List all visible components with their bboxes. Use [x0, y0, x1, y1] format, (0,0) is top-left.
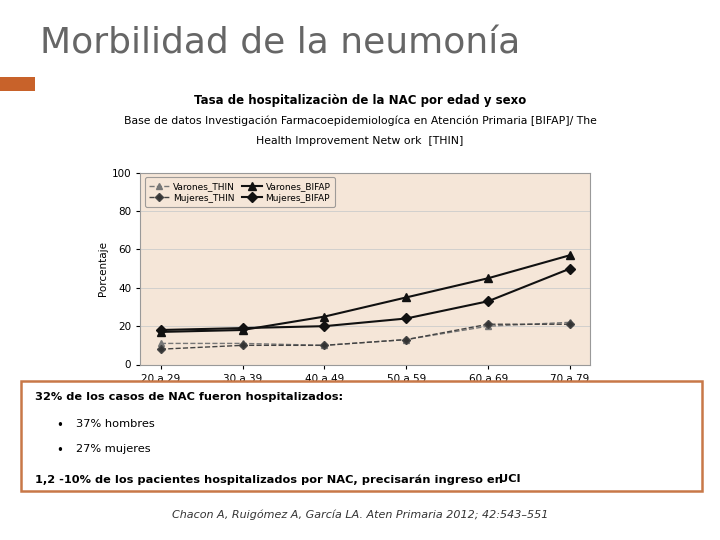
Mujeres_THIN: [156, 346, 165, 353]
Text: Tasa de hospitalizaciòn de la NAC por edad y sexo: Tasa de hospitalizaciòn de la NAC por ed…: [194, 94, 526, 107]
Text: Base de datos Investigación Farmacoepidemiologíca en Atención Primaria [BIFAP]/ : Base de datos Investigación Farmacoepide…: [124, 115, 596, 126]
Mujeres_BIFAP: [566, 265, 575, 272]
Legend: Varones_THIN, Mujeres_THIN, Varones_BIFAP, Mujeres_BIFAP: Varones_THIN, Mujeres_THIN, Varones_BIFA…: [145, 177, 335, 207]
Varones_THIN: [238, 340, 247, 347]
Text: Chacon A, Ruigómez A, García LA. Aten Primaria 2012; 42:543–551: Chacon A, Ruigómez A, García LA. Aten Pr…: [172, 510, 548, 520]
Mujeres_THIN: [320, 342, 329, 349]
Mujeres_THIN: [484, 321, 492, 327]
Varones_BIFAP: [566, 252, 575, 259]
Varones_THIN: [156, 340, 165, 347]
FancyBboxPatch shape: [22, 381, 702, 491]
Text: 37% hombres: 37% hombres: [76, 418, 156, 429]
Varones_THIN: [402, 336, 410, 343]
Text: Health Improvement Netw ork  [THIN]: Health Improvement Netw ork [THIN]: [256, 136, 464, 146]
Text: 1,2 -10% de los pacientes hospitalizados por NAC, precisarán ingreso en: 1,2 -10% de los pacientes hospitalizados…: [35, 474, 507, 485]
Bar: [0, 77, 35, 91]
Varones_BIFAP: [484, 275, 492, 281]
Text: •: •: [56, 418, 63, 431]
Varones_THIN: [566, 319, 575, 326]
Varones_THIN: [484, 323, 492, 329]
Y-axis label: Porcentaje: Porcentaje: [98, 241, 107, 296]
Varones_BIFAP: [238, 327, 247, 333]
Mujeres_THIN: [238, 342, 247, 349]
Text: Morbilidad de la neumonía: Morbilidad de la neumonía: [40, 26, 520, 60]
Varones_BIFAP: [402, 294, 410, 301]
Mujeres_THIN: [566, 321, 575, 327]
Mujeres_BIFAP: [320, 323, 329, 329]
Text: 32% de los casos de NAC fueron hospitalizados:: 32% de los casos de NAC fueron hospitali…: [35, 392, 343, 402]
Line: Mujeres_THIN: Mujeres_THIN: [158, 321, 572, 352]
Text: UCI: UCI: [500, 474, 521, 484]
Varones_THIN: [320, 342, 329, 349]
Mujeres_BIFAP: [156, 327, 165, 333]
Text: 27% mujeres: 27% mujeres: [76, 444, 151, 454]
Mujeres_BIFAP: [238, 325, 247, 332]
Text: •: •: [56, 444, 63, 457]
Line: Mujeres_BIFAP: Mujeres_BIFAP: [158, 265, 573, 334]
Varones_BIFAP: [156, 329, 165, 335]
Mujeres_BIFAP: [402, 315, 410, 322]
Line: Varones_BIFAP: Varones_BIFAP: [157, 251, 574, 336]
Mujeres_THIN: [402, 336, 410, 343]
Mujeres_BIFAP: [484, 298, 492, 305]
Varones_BIFAP: [320, 313, 329, 320]
Line: Varones_THIN: Varones_THIN: [158, 319, 573, 349]
